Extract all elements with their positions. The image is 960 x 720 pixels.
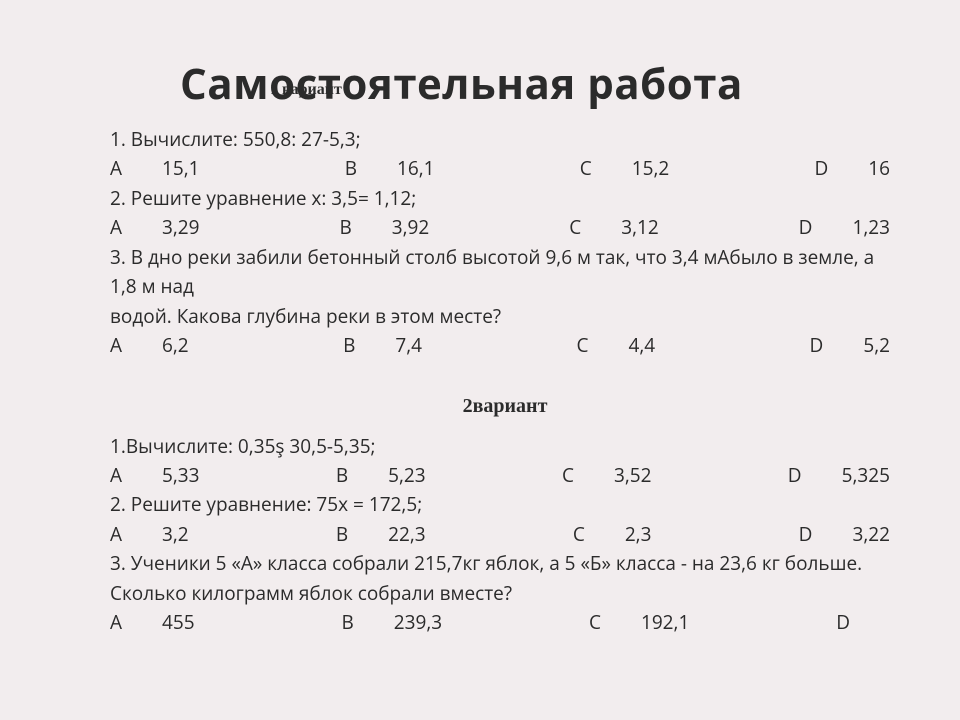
- opt-value: 15,2: [632, 154, 670, 183]
- opt-label: D: [814, 154, 828, 183]
- v2-q2-options: А 3,2 В 22,3 С 2,3 D 3,22: [110, 520, 890, 549]
- opt-value: 3,12: [621, 213, 659, 242]
- opt-value: 2,3: [625, 520, 652, 549]
- opt-value: 7,4: [395, 331, 422, 360]
- opt-label: С: [573, 520, 585, 549]
- opt-label: D: [799, 213, 813, 242]
- opt-label: В: [345, 154, 357, 183]
- opt-label: С: [580, 154, 592, 183]
- opt-label: D: [810, 331, 824, 360]
- opt-value: 3,52: [614, 461, 652, 490]
- opt-label: А: [110, 520, 122, 549]
- v2-q3-options: А 455 В 239,3 С 192,1 D: [110, 608, 890, 637]
- opt-label: D: [799, 520, 813, 549]
- opt-value: 3,2: [162, 520, 189, 549]
- title-area: Самостоятельная работа 1 вариант: [110, 55, 900, 115]
- opt-value: 5,2: [863, 331, 890, 360]
- v2-q1: 1.Вычислите: 0,35ş 30,5-5,35;: [110, 432, 900, 461]
- opt-value: 22,3: [388, 520, 426, 549]
- opt-value: 5,325: [842, 461, 890, 490]
- opt-label: С: [562, 461, 574, 490]
- page-title: Самостоятельная работа: [180, 55, 743, 112]
- v2-q1-options: А 5,33 В 5,23 С 3,52 D 5,325: [110, 461, 890, 490]
- opt-label: В: [336, 461, 348, 490]
- opt-label: В: [343, 331, 355, 360]
- v1-q1-options: А 15,1 В 16,1 С 15,2 D 16: [110, 154, 890, 183]
- opt-value: 16: [868, 154, 890, 183]
- v1-q3-options: А 6,2 В 7,4 С 4,4 D 5,2: [110, 331, 890, 360]
- opt-value: 3,29: [162, 213, 200, 242]
- opt-value: 3,92: [392, 213, 430, 242]
- opt-value: 3,22: [852, 520, 890, 549]
- opt-label: В: [341, 608, 353, 637]
- opt-label: А: [110, 331, 122, 360]
- variant-1-label: 1 вариант: [270, 81, 342, 99]
- content-body: 1. Вычислите: 550,8: 27-5,3; А 15,1 В 16,1…: [110, 125, 900, 638]
- opt-value: 16,1: [397, 154, 435, 183]
- opt-value: 5,33: [162, 461, 200, 490]
- v1-q2-options: А 3,29 В 3,92 С 3,12 D 1,23: [110, 213, 890, 242]
- opt-label: D: [788, 461, 802, 490]
- opt-label: А: [110, 461, 122, 490]
- opt-label: А: [110, 213, 122, 242]
- v1-q3-line2: водой. Какова глубина реки в этом месте?: [110, 302, 900, 331]
- variant-2-label: 2вариант: [110, 391, 900, 422]
- v1-q3-line1: 3. В дно реки забили бетонный столб высо…: [110, 243, 900, 302]
- opt-label: D: [836, 608, 850, 637]
- opt-value: 455: [162, 608, 195, 637]
- opt-label: С: [589, 608, 601, 637]
- opt-value: 239,3: [394, 608, 442, 637]
- opt-label: В: [339, 213, 351, 242]
- opt-label: С: [569, 213, 581, 242]
- opt-value: 192,1: [641, 608, 689, 637]
- v2-q2: 2. Решите уравнение: 75х = 172,5;: [110, 490, 900, 519]
- opt-label: А: [110, 154, 122, 183]
- opt-label: В: [336, 520, 348, 549]
- v2-q3: 3. Ученики 5 «А» класса собрали 215,7кг …: [110, 549, 900, 608]
- opt-value: 4,4: [628, 331, 655, 360]
- opt-value: 15,1: [162, 154, 200, 183]
- opt-value: 6,2: [162, 331, 189, 360]
- v1-q1: 1. Вычислите: 550,8: 27-5,3;: [110, 125, 900, 154]
- opt-label: А: [110, 608, 122, 637]
- v1-q2: 2. Решите уравнение х: 3,5= 1,12;: [110, 184, 900, 213]
- opt-value: 5,23: [388, 461, 426, 490]
- opt-label: С: [576, 331, 588, 360]
- opt-value: 1,23: [852, 213, 890, 242]
- worksheet-page: Самостоятельная работа 1 вариант 1. Вычи…: [0, 0, 960, 638]
